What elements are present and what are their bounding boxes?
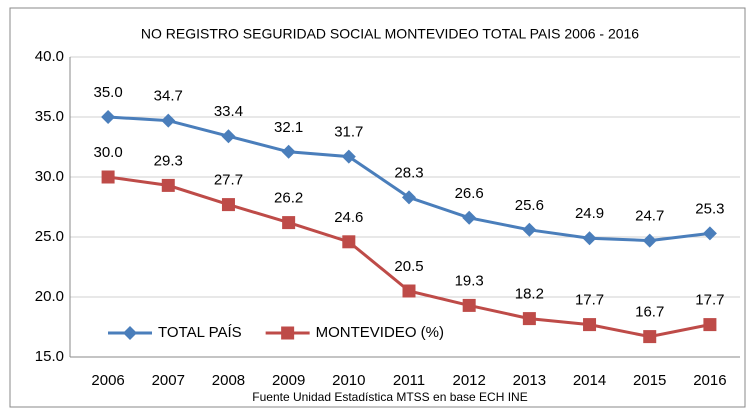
chart-frame <box>9 7 746 408</box>
data-label: 29.3 <box>154 152 183 169</box>
data-label: 17.7 <box>575 292 604 309</box>
x-tick-label: 2009 <box>272 372 305 389</box>
x-tick-label: 2016 <box>693 372 726 389</box>
data-label: 26.2 <box>274 190 303 207</box>
data-label: 26.6 <box>455 185 484 202</box>
chart-title: NO REGISTRO SEGURIDAD SOCIAL MONTEVIDEO … <box>141 26 639 42</box>
x-tick-label: 2006 <box>91 372 124 389</box>
x-tick-label: 2012 <box>452 372 485 389</box>
data-point <box>161 113 176 128</box>
data-point <box>402 284 416 298</box>
data-label: 31.7 <box>334 124 363 141</box>
x-tick-label: 2010 <box>332 372 365 389</box>
data-label: 19.3 <box>455 272 484 289</box>
data-point <box>642 233 657 248</box>
data-label: 25.6 <box>515 197 544 214</box>
data-point <box>221 129 236 144</box>
data-point <box>522 222 537 237</box>
data-point <box>462 298 476 312</box>
data-label: 25.3 <box>695 200 724 217</box>
x-tick-label: 2011 <box>393 372 425 389</box>
data-point <box>282 216 296 230</box>
data-point <box>643 330 657 344</box>
data-point <box>341 149 356 164</box>
legend-marker <box>281 326 295 340</box>
legend-label: TOTAL PAÍS <box>158 324 242 341</box>
data-label: 30.0 <box>93 144 122 161</box>
data-label: 33.4 <box>214 103 243 120</box>
data-point <box>703 318 717 332</box>
data-label: 24.9 <box>575 205 604 222</box>
data-label: 17.7 <box>695 292 724 309</box>
data-point <box>582 231 597 246</box>
x-tick-label: 2008 <box>212 372 245 389</box>
x-tick-label: 2015 <box>633 372 666 389</box>
data-label: 20.5 <box>394 258 423 275</box>
data-label: 24.7 <box>635 208 664 225</box>
legend-marker <box>123 326 137 340</box>
data-label: 32.1 <box>274 119 303 136</box>
data-label: 34.7 <box>154 88 183 105</box>
x-tick-label: 2014 <box>573 372 606 389</box>
y-tick-label: 25.0 <box>35 228 64 245</box>
data-point <box>462 210 477 225</box>
y-tick-label: 30.0 <box>35 168 64 185</box>
x-tick-label: 2013 <box>513 372 546 389</box>
data-point <box>583 318 597 332</box>
data-point <box>522 312 536 326</box>
data-point <box>161 178 175 192</box>
data-label: 28.3 <box>394 164 423 181</box>
data-label: 27.7 <box>214 172 243 189</box>
data-point <box>101 170 115 184</box>
legend-label: MONTEVIDEO (%) <box>316 324 444 341</box>
y-tick-label: 35.0 <box>35 108 64 125</box>
source-note: Fuente Unidad Estadística MTSS en base E… <box>252 390 527 404</box>
data-point <box>402 190 416 205</box>
data-label: 16.7 <box>635 304 664 321</box>
data-point <box>702 226 717 241</box>
data-label: 35.0 <box>93 84 122 101</box>
x-tick-label: 2007 <box>152 372 185 389</box>
data-label: 18.2 <box>515 286 544 303</box>
y-tick-label: 40.0 <box>35 48 64 65</box>
data-point <box>281 144 296 159</box>
data-label: 24.6 <box>334 209 363 226</box>
data-point <box>101 110 116 124</box>
y-tick-label: 15.0 <box>35 348 64 365</box>
y-tick-label: 20.0 <box>35 288 64 305</box>
data-point <box>221 198 235 212</box>
data-point <box>342 235 356 249</box>
